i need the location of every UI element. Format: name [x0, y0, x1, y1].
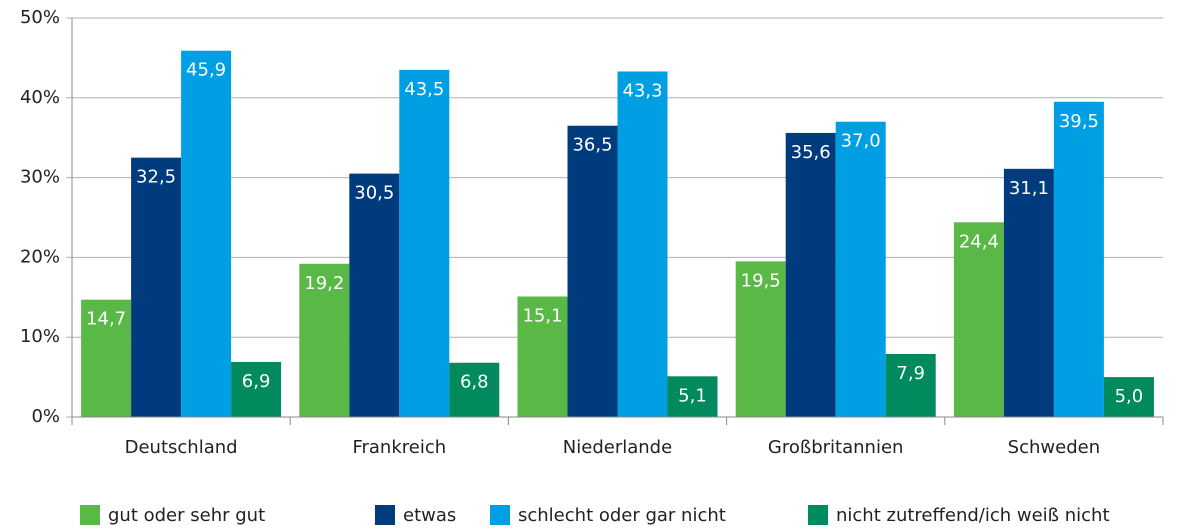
bar: [1103, 377, 1154, 417]
bar: [567, 125, 618, 417]
data-label: 45,9: [186, 60, 226, 81]
legend-swatch: [490, 505, 510, 525]
bar: [1053, 101, 1104, 417]
bar: [953, 222, 1004, 417]
y-tick-label: 40%: [20, 87, 60, 108]
bar: [181, 50, 232, 418]
bar: [399, 69, 450, 418]
data-label: 39,5: [1059, 111, 1099, 132]
bar: [667, 376, 718, 417]
x-tick-label: Deutschland: [125, 437, 238, 458]
data-label: 36,5: [572, 135, 612, 156]
legend-label: etwas: [403, 505, 456, 526]
data-label: 37,0: [841, 131, 881, 152]
bar: [81, 299, 132, 417]
legend-label: nicht zutreffend/ich weiß nicht: [836, 505, 1110, 526]
data-label: 5,1: [678, 385, 707, 406]
data-label: 32,5: [136, 167, 176, 188]
data-label: 19,5: [741, 270, 781, 291]
data-label: 24,4: [959, 231, 999, 252]
data-label: 43,3: [622, 80, 662, 101]
y-tick-label: 50%: [20, 7, 60, 28]
bar: [131, 157, 182, 417]
bar: [231, 361, 282, 417]
legend-label: gut oder sehr gut: [108, 505, 265, 526]
data-label: 31,1: [1009, 178, 1049, 199]
bar: [835, 121, 886, 418]
x-tick-label: Großbritannien: [768, 437, 904, 458]
bar: [449, 362, 500, 417]
bar: [349, 173, 400, 417]
bar: [517, 296, 568, 417]
bar: [299, 263, 350, 417]
legend-swatch: [808, 505, 828, 525]
data-label: 15,1: [522, 306, 562, 327]
data-label: 14,7: [86, 309, 126, 330]
data-label: 6,9: [242, 371, 271, 392]
data-label: 7,9: [896, 363, 925, 384]
bar: [617, 71, 668, 417]
legend-swatch: [80, 505, 100, 525]
y-tick-label: 20%: [20, 246, 60, 267]
data-label: 5,0: [1115, 386, 1144, 407]
data-label: 35,6: [791, 142, 831, 163]
bar: [735, 261, 786, 417]
x-tick-label: Niederlande: [563, 437, 672, 458]
y-tick-label: 30%: [20, 167, 60, 188]
data-label: 6,8: [460, 372, 489, 393]
bar: [1003, 168, 1054, 417]
y-tick-label: 0%: [31, 406, 60, 427]
y-tick-label: 10%: [20, 326, 60, 347]
data-label: 30,5: [354, 183, 394, 204]
bar: [885, 353, 936, 417]
x-tick-label: Schweden: [1008, 437, 1100, 458]
data-label: 19,2: [304, 273, 344, 294]
data-label: 43,5: [404, 79, 444, 100]
bar: [785, 132, 836, 418]
legend-label: schlecht oder gar nicht: [518, 505, 726, 526]
legend-swatch: [375, 505, 395, 525]
x-tick-label: Frankreich: [352, 437, 446, 458]
